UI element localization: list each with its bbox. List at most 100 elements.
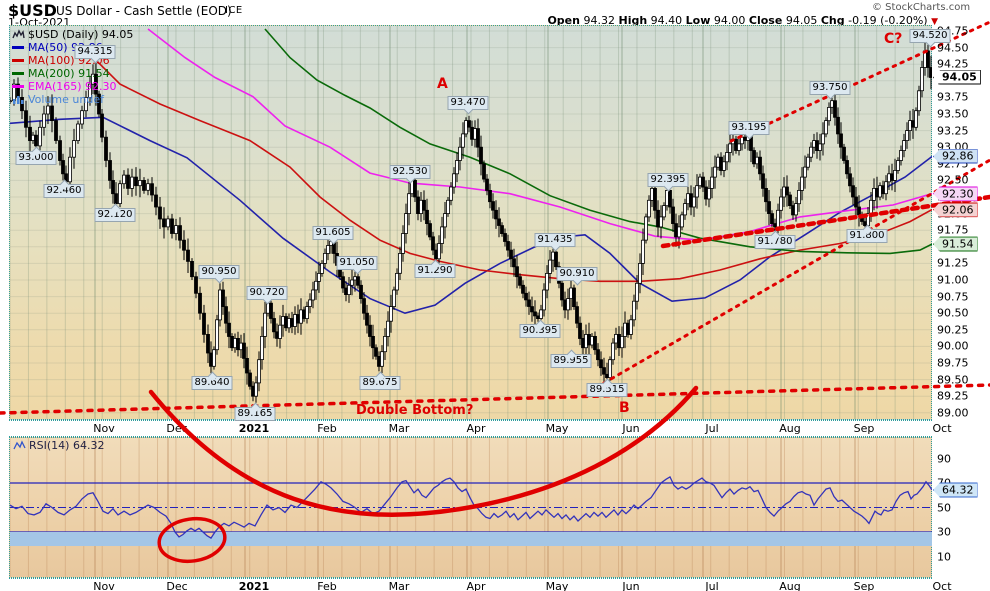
- callout-pointer-icon: [262, 294, 272, 305]
- month-label-aug[interactable]: Aug: [779, 580, 801, 591]
- price-axis-tick: 89.50: [937, 373, 969, 387]
- month-label-jun[interactable]: Jun: [622, 580, 640, 591]
- price-callout-89.515: 89.515: [586, 378, 628, 397]
- price-callout-89.955: 89.955: [550, 349, 592, 368]
- price-axis-tick: 90.25: [937, 323, 969, 337]
- price-axis-tick: 90.75: [937, 290, 969, 304]
- callout-pointer-icon: [90, 53, 100, 64]
- callout-pointer-icon: [572, 275, 582, 286]
- exchange-label: ICE: [225, 5, 243, 16]
- legend-line-swatch: [12, 85, 24, 88]
- price-callout-91.435: 91.435: [534, 233, 576, 252]
- callout-pointer-icon: [770, 230, 780, 241]
- callout-pointer-icon: [207, 371, 217, 382]
- legend-main-label: $USD (Daily) 94.05: [28, 28, 134, 41]
- price-callout-92.460: 92.460: [43, 179, 85, 198]
- price-callout-89.165: 89.165: [234, 402, 276, 421]
- callout-pointer-icon: [375, 371, 385, 382]
- callout-pointer-icon: [602, 378, 612, 389]
- rsi-axis-tick: 50: [937, 501, 951, 514]
- month-label-jul[interactable]: Jul: [705, 580, 719, 591]
- copyright-label: © StockCharts.com: [872, 2, 971, 13]
- month-label-2021[interactable]: 2021: [238, 580, 270, 591]
- price-callout-89.640: 89.640: [191, 371, 233, 390]
- legend-overlay-label: EMA(165) 92.30: [28, 80, 117, 93]
- month-label-oct[interactable]: Oct: [932, 422, 952, 435]
- month-label-aug[interactable]: Aug: [779, 422, 801, 435]
- legend-overlay-items: MA(50) 92.86 MA(100) 92.06 MA(200) 91.54 EM…: [12, 41, 133, 93]
- callout-pointer-icon: [405, 173, 415, 184]
- month-label-feb[interactable]: Feb: [317, 580, 337, 591]
- month-label-oct[interactable]: Oct: [932, 580, 952, 591]
- legend-line-swatch: [12, 72, 24, 75]
- price-axis-tick: 90.50: [937, 306, 969, 320]
- month-label-sep[interactable]: Sep: [853, 580, 875, 591]
- price-callout-91.050: 91.050: [336, 256, 378, 275]
- annotation-text-double-bottom-: Double Bottom?: [356, 403, 474, 418]
- callout-pointer-icon: [110, 203, 120, 214]
- callout-pointer-icon: [535, 319, 545, 330]
- legend-overlay-row[interactable]: MA(200) 91.54: [12, 67, 133, 80]
- annotation-text-b: B: [619, 400, 630, 416]
- price-callout-89.675: 89.675: [359, 371, 401, 390]
- callout-pointer-icon: [352, 264, 362, 275]
- price-axis-box-92.30: 92.30: [933, 186, 978, 202]
- month-label-sep[interactable]: Sep: [853, 422, 875, 435]
- rsi-axis-tick: 10: [937, 550, 951, 563]
- annotation-text-a: A: [437, 76, 448, 92]
- price-callout-94.315: 94.315: [74, 45, 116, 64]
- callout-pointer-icon: [328, 234, 338, 245]
- price-axis-tick: 91.25: [937, 256, 969, 270]
- callout-pointer-icon: [566, 349, 576, 360]
- month-label-mar[interactable]: Mar: [388, 580, 410, 591]
- price-callout-93.750: 93.750: [809, 81, 851, 100]
- legend-volume-label: Volume undef: [28, 93, 104, 106]
- price-axis-tick: 93.25: [937, 124, 969, 138]
- symbol-ticker: $USD: [8, 1, 57, 20]
- month-label-apr[interactable]: Apr: [466, 580, 486, 591]
- rsi-axis-tick: 90: [937, 452, 951, 465]
- callout-pointer-icon: [550, 241, 560, 252]
- price-callout-91.290: 91.290: [414, 259, 456, 278]
- callout-pointer-icon: [925, 37, 935, 48]
- price-axis-box-92.86: 92.86: [933, 148, 978, 164]
- high-value: 94.40: [650, 14, 683, 27]
- price-callout-92.395: 92.395: [647, 173, 689, 192]
- price-axis-tick: 94.50: [937, 41, 969, 55]
- price-axis-tick: 89.75: [937, 356, 969, 370]
- price-axis-box-91.54: 91.54: [933, 236, 978, 252]
- month-label-nov[interactable]: Nov: [93, 422, 115, 435]
- price-callout-92.120: 92.120: [94, 203, 136, 222]
- price-callout-93.470: 93.470: [447, 96, 489, 115]
- callout-pointer-icon: [250, 402, 260, 413]
- callout-pointer-icon: [744, 129, 754, 140]
- callout-pointer-icon: [430, 259, 440, 270]
- price-callout-92.530: 92.530: [389, 165, 431, 184]
- month-label-nov[interactable]: Nov: [93, 580, 115, 591]
- date-axis-bottom: Nov Dec 2021 Feb Mar Apr May Jun Jul Aug Sep Oct: [9, 578, 952, 591]
- price-axis-tick: 90.00: [937, 339, 969, 353]
- price-callout-94.520: 94.520: [909, 29, 951, 48]
- high-label: High: [618, 14, 648, 27]
- price-callout-90.950: 90.950: [198, 265, 240, 284]
- month-label-dec[interactable]: Dec: [166, 580, 188, 591]
- price-axis-tick: 91.75: [937, 223, 969, 237]
- callout-pointer-icon: [862, 224, 872, 235]
- legend-line-swatch: [12, 59, 24, 62]
- rsi-axis-box-64.32: 64.32: [933, 482, 978, 498]
- price-callout-91.800: 91.800: [846, 224, 888, 243]
- price-axis-tick: 91.00: [937, 273, 969, 287]
- month-label-may[interactable]: May: [545, 580, 569, 591]
- price-callout-90.395: 90.395: [519, 319, 561, 338]
- callout-pointer-icon: [463, 104, 473, 115]
- legend-overlay-row[interactable]: EMA(165) 92.30: [12, 80, 133, 93]
- month-label-jul[interactable]: Jul: [705, 422, 719, 435]
- low-label: Low: [685, 14, 711, 27]
- annotation-text-c-: C?: [884, 31, 903, 47]
- callout-pointer-icon: [825, 89, 835, 100]
- price-callout-90.720: 90.720: [246, 286, 288, 305]
- price-axis-box-94.05: 94.05: [933, 69, 981, 85]
- price-callout-90.910: 90.910: [556, 267, 598, 286]
